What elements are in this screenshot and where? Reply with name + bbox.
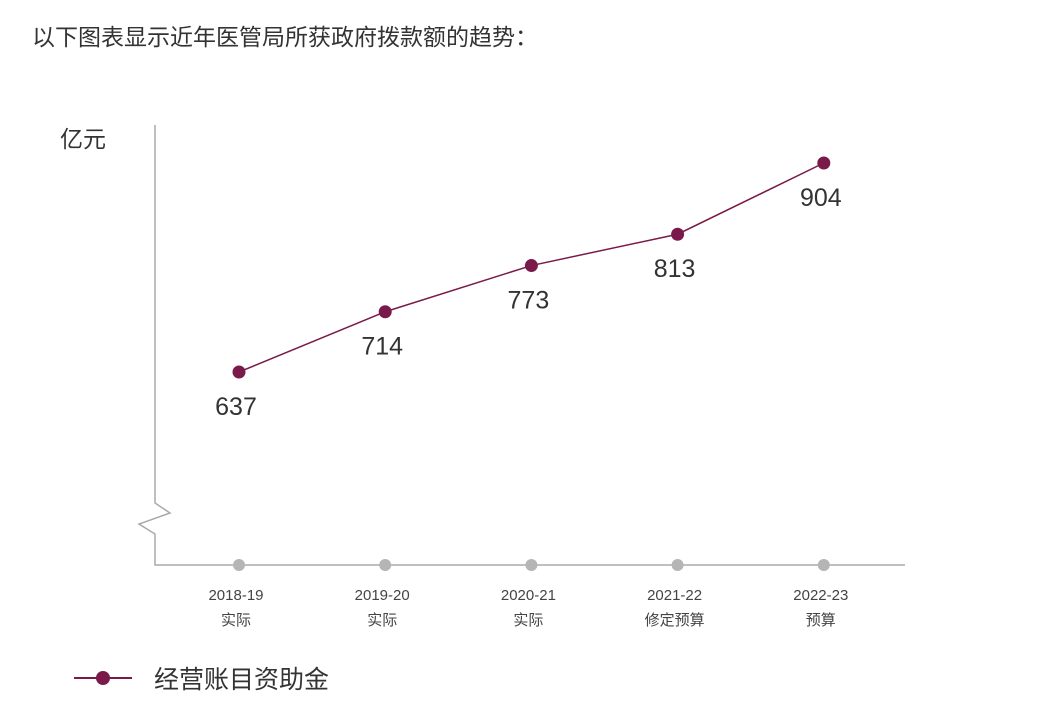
legend-series-label: 经营账目资助金 [154, 665, 330, 694]
line-with-dot-marker-icon [74, 660, 132, 696]
intro-text: 以下图表显示近年医管局所获政府拨款额的趋势： [32, 25, 538, 51]
x-tick-label-status: 实际 [221, 611, 251, 629]
x-tick-label-year: 2021-22 [647, 587, 702, 604]
x-tick-label-year: 2018-19 [208, 587, 263, 604]
data-point [378, 305, 392, 319]
x-tick-label-year: 2020-21 [501, 587, 556, 604]
y-axis-label: 亿元 [60, 127, 106, 153]
y-axis-line-with-break [137, 125, 905, 566]
x-tick-marker [379, 559, 392, 571]
x-tick-marker [671, 559, 684, 571]
x-tick-label-year: 2022-23 [793, 587, 848, 604]
chart-axes [137, 125, 905, 566]
legend-dot-swatch [96, 671, 110, 685]
data-label: 637 [215, 393, 257, 421]
line-chart: 亿元 2018-19 实际 2019-20 实际 2020-21 实际 2021-22 修定预… [60, 125, 905, 629]
data-label: 813 [654, 255, 696, 283]
data-point [671, 227, 685, 241]
data-label: 904 [800, 184, 842, 212]
data-label: 773 [508, 287, 550, 315]
x-tick-label-status: 实际 [367, 611, 397, 629]
x-axis-ticks: 2018-19 实际 2019-20 实际 2020-21 实际 2021-22 修定预算 20… [208, 559, 848, 629]
x-tick-marker [817, 559, 830, 571]
x-tick-marker [525, 559, 538, 571]
x-tick-label-status: 实际 [513, 611, 543, 629]
x-tick-label-status: 预算 [806, 611, 836, 629]
data-point [524, 259, 538, 273]
x-tick-marker [233, 559, 245, 571]
data-label: 714 [361, 333, 403, 361]
data-point [232, 365, 246, 379]
chart-legend: 经营账目资助金 [74, 660, 329, 696]
x-tick-label-status: 修定预算 [645, 611, 705, 629]
series-layer: 637 714 773 813 904 [215, 156, 842, 421]
data-point [817, 156, 831, 170]
x-tick-label-year: 2019-20 [355, 587, 410, 604]
